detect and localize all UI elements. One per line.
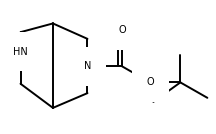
Text: O: O bbox=[118, 25, 126, 35]
Text: N: N bbox=[84, 61, 91, 71]
Text: O: O bbox=[146, 77, 154, 87]
Text: HN: HN bbox=[13, 47, 28, 57]
